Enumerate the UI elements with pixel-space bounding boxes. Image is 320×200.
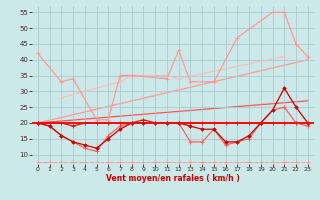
- X-axis label: Vent moyen/en rafales ( km/h ): Vent moyen/en rafales ( km/h ): [106, 174, 240, 183]
